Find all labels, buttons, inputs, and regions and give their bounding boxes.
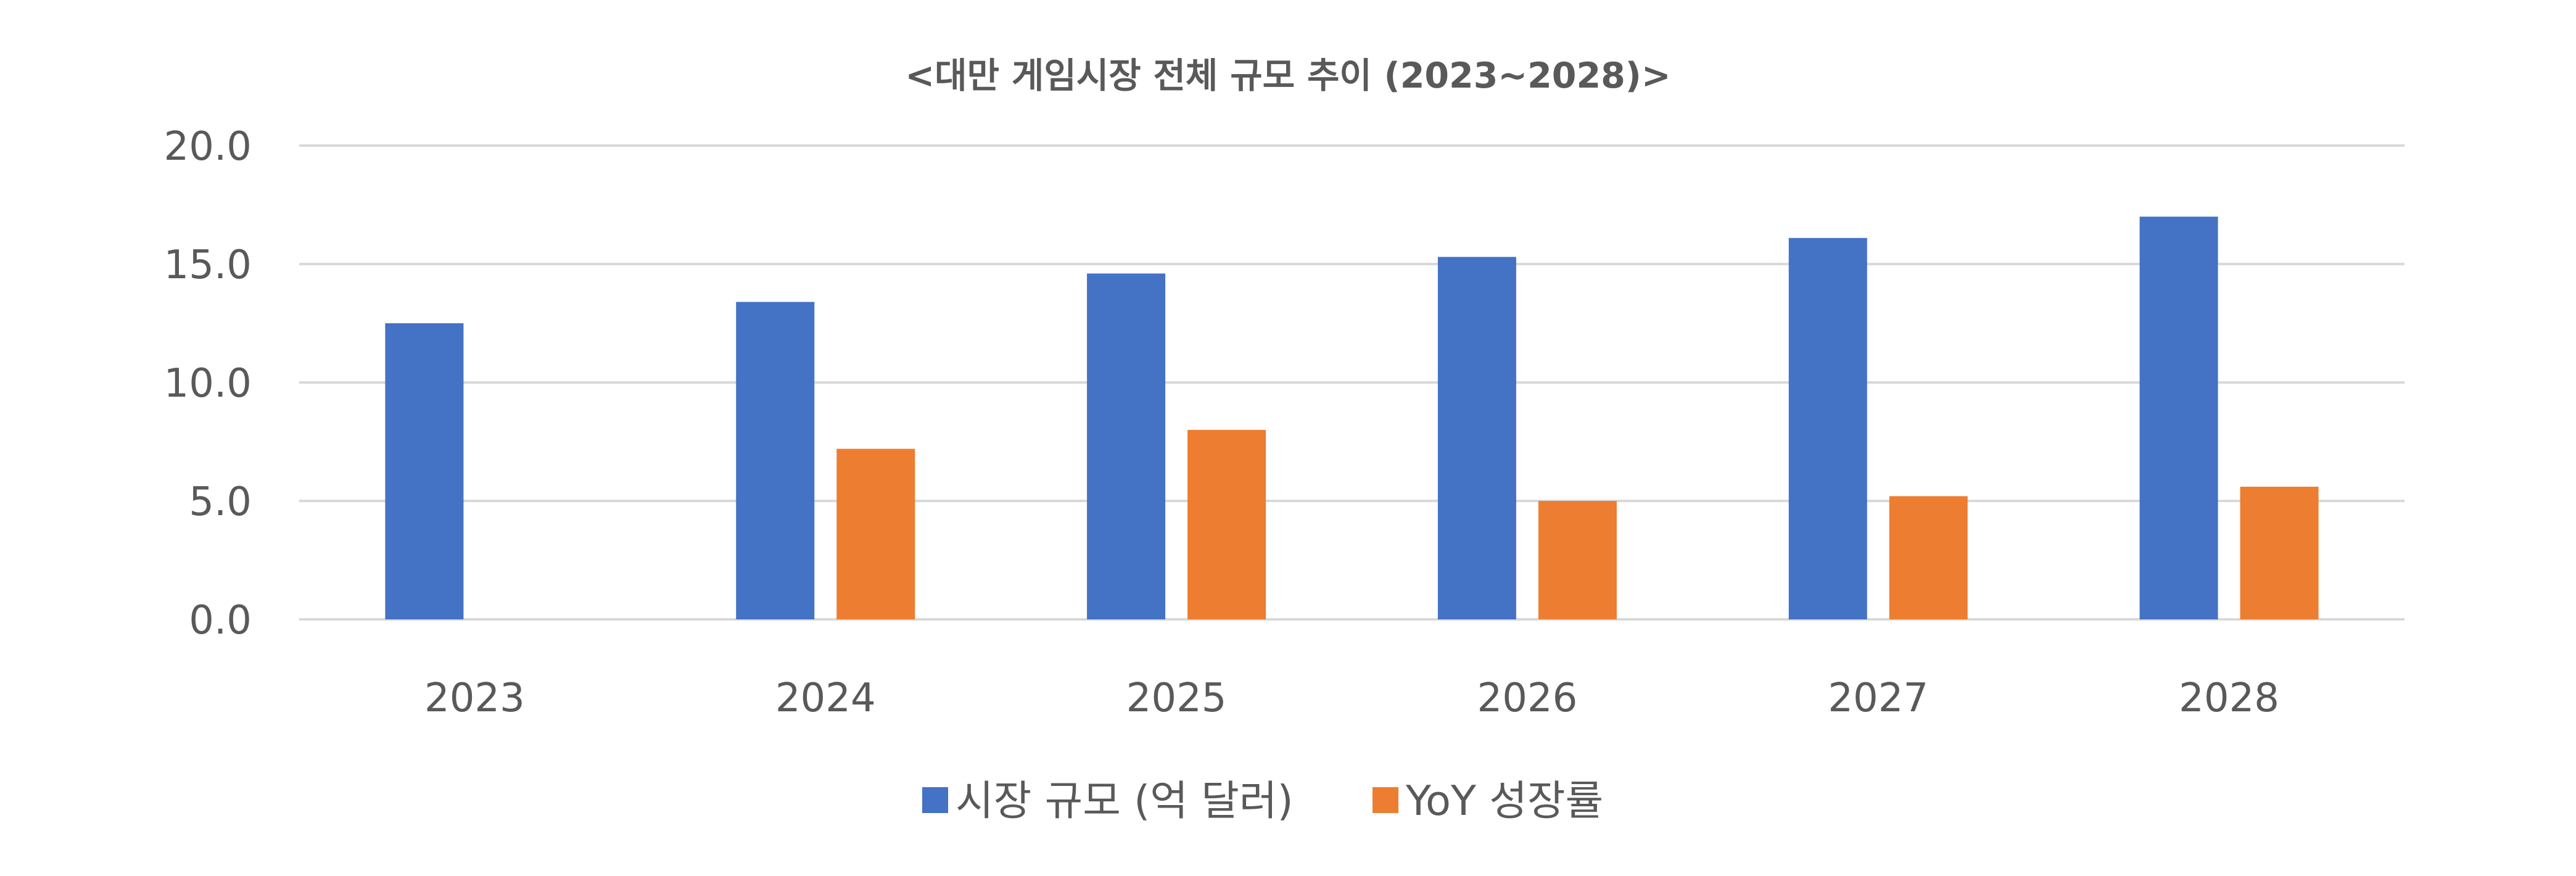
x-tick-label: 2025: [1126, 676, 1227, 721]
legend-swatch: [922, 787, 948, 813]
bars: [385, 217, 2319, 620]
bar-yoy-growth: [2240, 486, 2319, 619]
bar-market-size: [385, 323, 464, 619]
bar-yoy-growth: [836, 448, 915, 619]
x-tick-label: 2023: [424, 676, 525, 721]
x-tick-label: 2027: [1828, 676, 1928, 721]
y-axis: 0.0 5.0 10.0 15.0 20.0: [164, 124, 252, 643]
y-tick-label: 10.0: [164, 361, 252, 407]
bar-market-size: [1437, 257, 1516, 620]
y-tick-label: 0.0: [189, 598, 252, 643]
chart-title: <대만 게임시장 전체 규모 추이 (2023~2028)>: [905, 56, 1670, 96]
x-axis: 2023 2024 2025 2026 2027 2028: [424, 676, 2279, 721]
bar-yoy-growth: [1187, 429, 1266, 619]
y-tick-label: 15.0: [164, 242, 252, 288]
bar-market-size: [2139, 217, 2218, 619]
x-tick-label: 2026: [1477, 676, 1577, 721]
y-tick-label: 5.0: [189, 479, 252, 525]
x-tick-label: 2028: [2179, 676, 2279, 721]
bar-market-size: [1788, 238, 1867, 619]
legend-swatch: [1373, 787, 1398, 813]
bar-market-size: [736, 302, 815, 619]
y-tick-label: 20.0: [164, 124, 252, 170]
legend-label: YoY 성장률: [1405, 777, 1603, 825]
bar-yoy-growth: [1538, 501, 1617, 619]
x-tick-label: 2024: [775, 676, 876, 721]
bar-market-size: [1087, 273, 1166, 619]
legend: 시장 규모 (억 달러) YoY 성장률: [922, 777, 1603, 825]
legend-label: 시장 규모 (억 달러): [956, 777, 1294, 825]
gridlines: [299, 144, 2405, 621]
bar-yoy-growth: [1889, 496, 1968, 619]
